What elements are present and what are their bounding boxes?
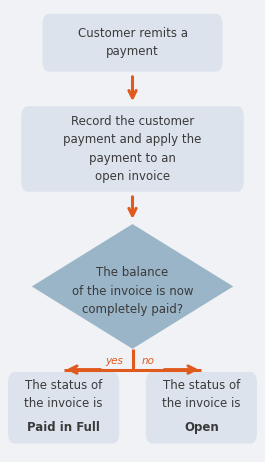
Text: The status of
the invoice is: The status of the invoice is <box>162 379 241 410</box>
Polygon shape <box>32 224 233 349</box>
Text: yes: yes <box>105 356 123 366</box>
Text: Open: Open <box>184 421 219 434</box>
FancyBboxPatch shape <box>146 372 257 444</box>
FancyBboxPatch shape <box>8 372 119 444</box>
Text: Paid in Full: Paid in Full <box>27 421 100 434</box>
Text: The balance
of the invoice is now
completely paid?: The balance of the invoice is now comple… <box>72 266 193 316</box>
FancyBboxPatch shape <box>42 14 223 72</box>
Text: Customer remits a
payment: Customer remits a payment <box>77 27 188 59</box>
Text: no: no <box>142 356 155 366</box>
Text: The status of
the invoice is: The status of the invoice is <box>24 379 103 410</box>
FancyBboxPatch shape <box>21 106 244 192</box>
Text: Record the customer
payment and apply the
payment to an
open invoice: Record the customer payment and apply th… <box>63 115 202 183</box>
